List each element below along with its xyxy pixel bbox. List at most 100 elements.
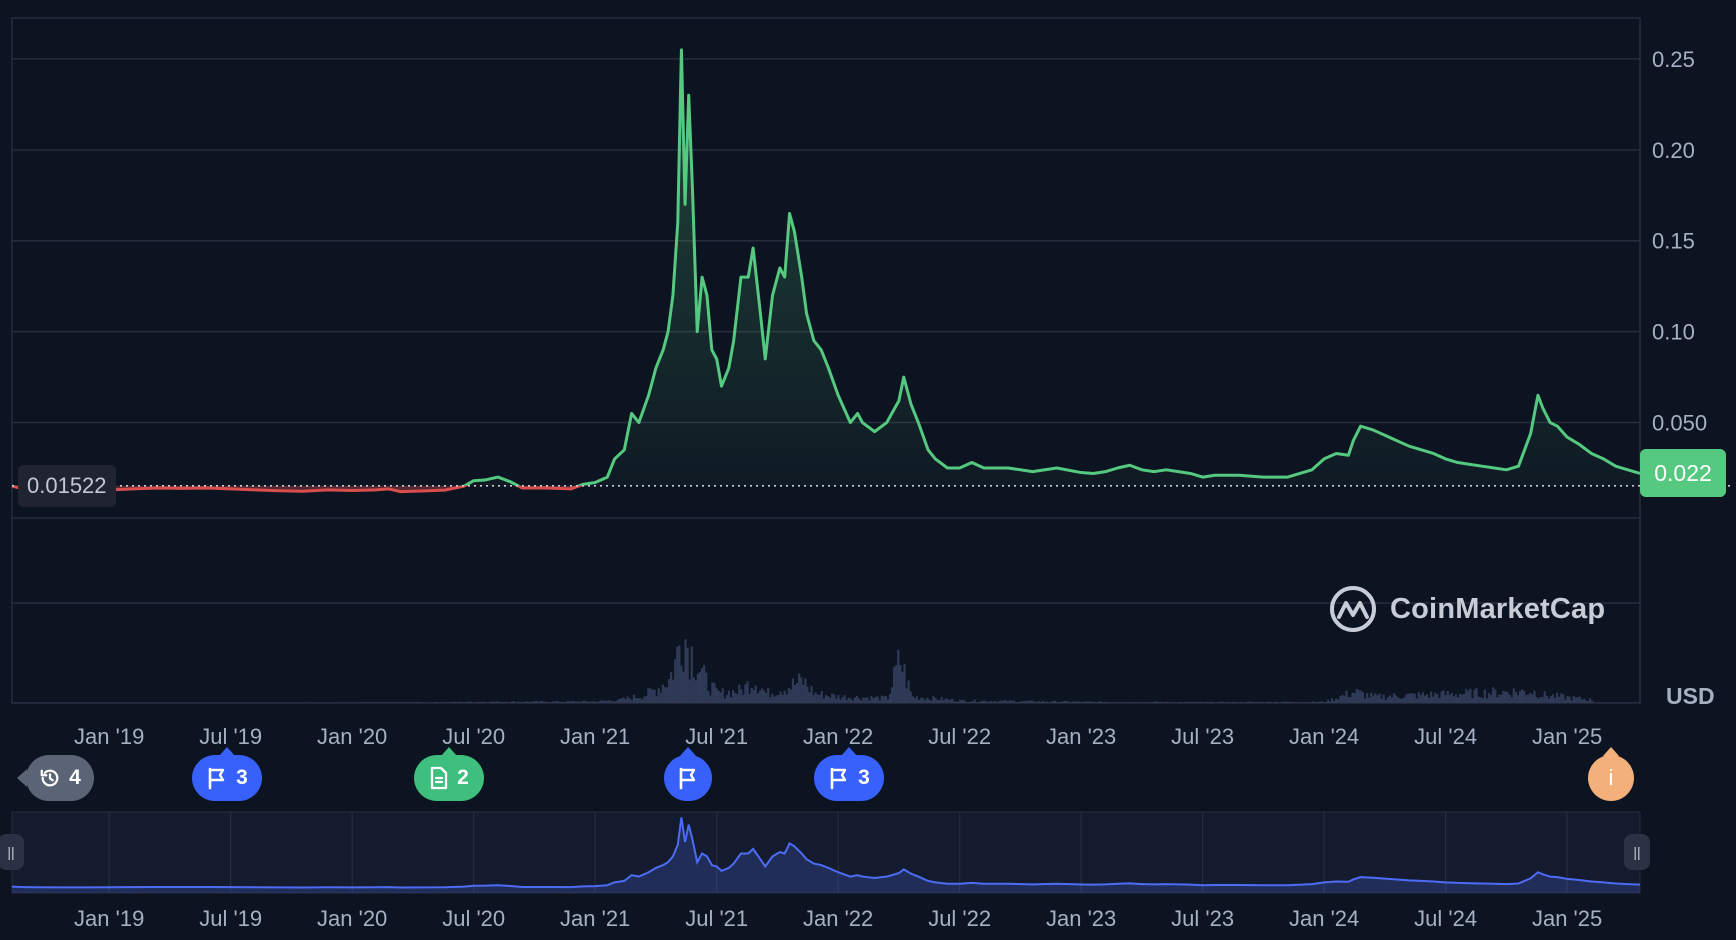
volume-bar	[942, 700, 945, 703]
volume-bar	[405, 702, 408, 703]
history-badge[interactable]: 4	[17, 755, 94, 801]
x-tick-label: Jan '19	[74, 724, 144, 749]
volume-bar	[1052, 700, 1055, 703]
volume-bar	[928, 699, 931, 703]
volume-bar	[944, 698, 947, 703]
volume-bar	[1204, 701, 1208, 703]
volume-bar	[670, 672, 673, 703]
volume-bar	[1603, 702, 1606, 703]
volume-bar	[667, 678, 671, 703]
volume-bar	[112, 702, 115, 703]
volume-bar	[1430, 691, 1433, 703]
volume-bar	[114, 702, 117, 703]
volume-bar	[194, 702, 198, 703]
volume-bar	[1566, 696, 1569, 703]
volume-bar	[281, 702, 284, 703]
volume-bar	[919, 697, 923, 703]
volume-bar	[482, 701, 485, 703]
volume-bar	[372, 702, 375, 703]
volume-bar	[519, 702, 522, 703]
volume-bar	[95, 702, 99, 703]
navigator-x-tick-label: Jul '24	[1414, 906, 1477, 931]
volume-bar	[393, 702, 396, 703]
volume-bar	[533, 701, 536, 703]
volume-bar	[564, 702, 567, 703]
volume-bar	[934, 698, 937, 703]
volume-bar	[1200, 702, 1204, 703]
volume-bar	[1014, 702, 1018, 703]
volume-bar	[773, 696, 776, 703]
volume-bar	[1492, 687, 1495, 703]
volume-bar	[56, 702, 59, 703]
volume-bar	[1475, 687, 1478, 703]
volume-bar	[674, 659, 677, 703]
volume-bar	[560, 701, 563, 703]
volume-bar	[135, 702, 138, 703]
volume-bar	[1622, 702, 1625, 703]
volume-bar	[1556, 692, 1559, 703]
volume-bar	[413, 702, 417, 703]
volume-bar	[736, 693, 739, 703]
volume-bar	[1454, 694, 1458, 703]
event-badge-flag[interactable]: 3	[814, 747, 884, 801]
volume-bar	[1434, 692, 1437, 703]
volume-bar	[23, 702, 26, 703]
volume-bar	[1285, 701, 1288, 703]
volume-bar	[289, 702, 293, 703]
volume-bar	[688, 679, 691, 703]
volume-bar	[42, 702, 45, 703]
volume-bar	[1198, 701, 1201, 703]
navigator-x-tick-label: Jul '20	[442, 906, 505, 931]
volume-bar	[1613, 702, 1617, 703]
volume-bar	[1029, 700, 1032, 703]
volume-bar	[66, 702, 70, 703]
volume-bar	[358, 702, 361, 703]
navigator-line	[11, 817, 1641, 889]
volume-bar	[401, 702, 404, 703]
info-badge[interactable]: i	[1588, 747, 1634, 801]
volume-bar	[58, 702, 61, 703]
volume-bar	[389, 702, 392, 703]
volume-bar	[719, 692, 722, 703]
event-badge-flag[interactable]: 3	[192, 747, 262, 801]
volume-bar	[102, 702, 105, 703]
volume-bar	[1227, 701, 1230, 703]
volume-bar	[35, 702, 39, 703]
volume-bar	[1483, 689, 1486, 703]
volume-bar	[1593, 702, 1596, 703]
volume-bar	[901, 671, 904, 703]
event-badge-document[interactable]: 2	[414, 747, 484, 801]
navigator-right-handle[interactable]: ||	[1624, 834, 1650, 870]
volume-bar	[1136, 702, 1139, 703]
volume-bar	[1140, 702, 1144, 703]
volume-bar	[911, 696, 914, 703]
volume-bar	[539, 700, 543, 703]
volume-bar	[1601, 702, 1604, 703]
volume-bar	[672, 679, 675, 703]
navigator-left-handle[interactable]: ||	[0, 834, 24, 870]
volume-bar	[1277, 702, 1280, 703]
volume-bar	[1423, 695, 1427, 703]
volume-bar	[81, 702, 84, 703]
volume-bar	[106, 702, 109, 703]
volume-bar	[1531, 694, 1534, 703]
volume-bar	[1549, 696, 1553, 703]
coinmarketcap-logo: CoinMarketCap	[1328, 584, 1605, 634]
volume-bar	[971, 701, 974, 703]
volume-bar	[1574, 697, 1577, 703]
volume-bar	[529, 702, 532, 703]
volume-bar	[1173, 702, 1177, 703]
volume-bar	[463, 702, 466, 703]
volume-bar	[579, 702, 582, 703]
volume-bar	[694, 680, 697, 703]
volume-bar	[1031, 700, 1034, 703]
volume-bar	[399, 702, 402, 703]
volume-bar	[327, 702, 330, 703]
volume-bar	[992, 701, 995, 703]
volume-bar	[236, 702, 239, 703]
event-badge-flag[interactable]	[664, 747, 712, 801]
volume-bar	[1374, 693, 1377, 703]
volume-bar	[1089, 701, 1092, 703]
volume-bar	[1624, 702, 1627, 703]
